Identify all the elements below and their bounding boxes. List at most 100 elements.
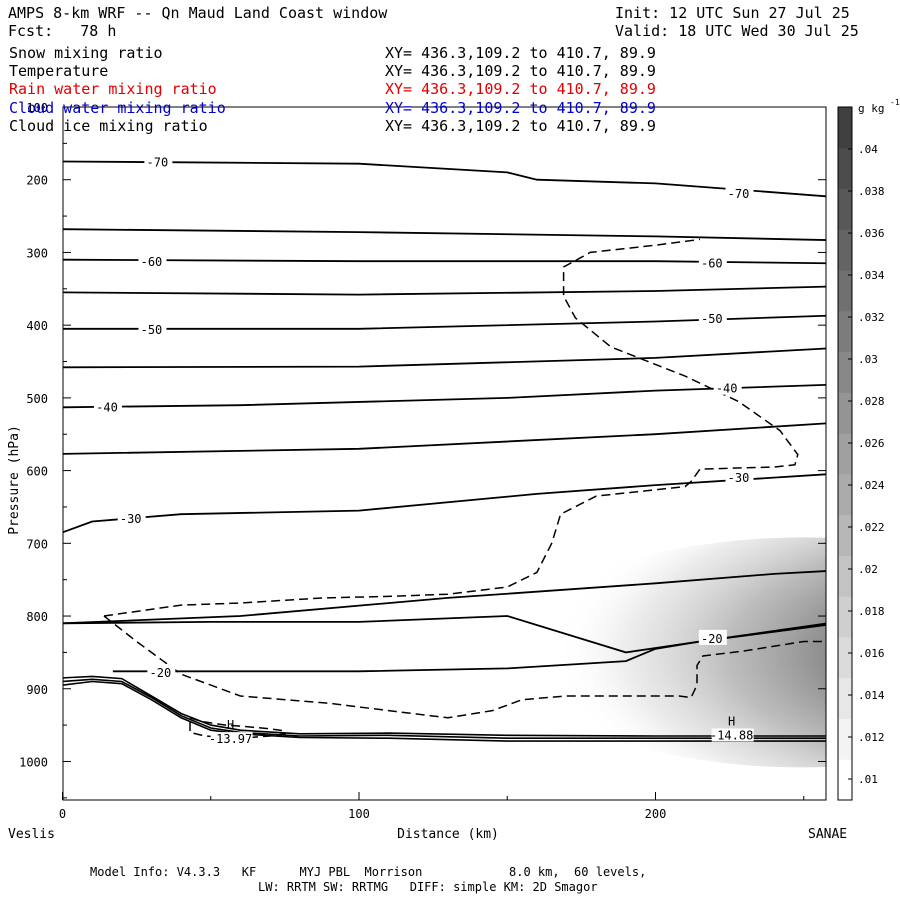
axes: 100 200 300 400 500 600 700 800 900 1000 0 100 200 Di… xyxy=(7,101,847,842)
colorbar-tick-label: .01 xyxy=(858,773,878,786)
isotherm-line xyxy=(63,422,826,455)
legend-entry-xy: XY= 436.3,109.2 to 410.7, 89.9 xyxy=(385,80,656,99)
colorbar-segment xyxy=(838,310,852,353)
isotherm-label-bg xyxy=(144,153,173,169)
colorbar-unit-exponent: -1 xyxy=(890,98,900,107)
colorbar-segment xyxy=(838,636,852,679)
extremum-value-bg xyxy=(210,732,253,746)
isotherm-labels: -70 -70 -60 -60 -50 -50 -40 -40 -30 -30 -20 -20 xyxy=(93,153,754,680)
isotherm-label-bg xyxy=(725,469,754,485)
plot-frame xyxy=(62,106,827,801)
snow-contour-line xyxy=(103,238,799,617)
isotherm-line xyxy=(63,473,826,534)
colorbar-segment xyxy=(838,473,852,516)
colorbar-tick-label: .04 xyxy=(858,143,878,156)
extremum-symbol: H xyxy=(728,714,735,728)
y-axis-label: Pressure (hPa) xyxy=(7,425,22,535)
isotherm-line xyxy=(63,228,826,241)
snow-contours xyxy=(103,238,826,739)
colorbar-tick-label: .028 xyxy=(858,395,885,408)
isotherm-label: -60 xyxy=(141,255,163,269)
y-tick-label: 100 xyxy=(26,101,48,115)
isotherm-line xyxy=(63,570,826,625)
isotherm-label: -20 xyxy=(150,666,172,680)
isotherm-label: -60 xyxy=(701,257,723,271)
extremum-value: -14.88 xyxy=(710,728,753,742)
isotherm-label-bg xyxy=(138,320,167,336)
colorbar: .01 .012 .014 .016 .018 .02 .022 .024 .026 .028 .0… xyxy=(837,98,900,801)
isotherm-label: -30 xyxy=(120,512,142,526)
x-tick-label: 200 xyxy=(645,807,667,821)
colorbar-segment xyxy=(838,107,852,149)
extremum-symbol: H xyxy=(227,718,234,732)
isotherm-label-bg xyxy=(138,253,167,269)
y-tick-label: 500 xyxy=(26,392,48,406)
colorbar-tick-label: .038 xyxy=(858,185,885,198)
colorbar-segment xyxy=(838,270,852,312)
y-tick-label: 300 xyxy=(26,246,48,260)
isotherm-label: -70 xyxy=(728,187,750,201)
isotherm-label-bg xyxy=(698,254,727,270)
x-axis-label: Distance (km) xyxy=(397,827,499,842)
colorbar-unit: g kg xyxy=(858,102,885,115)
isotherm-label-bg xyxy=(147,664,176,680)
y-tick-label: 200 xyxy=(26,174,48,188)
isotherm-line xyxy=(63,160,826,198)
isotherm-label: -20 xyxy=(701,632,723,646)
y-tick-label: 700 xyxy=(26,537,48,551)
legend-entry-name: Rain water mixing ratio xyxy=(9,80,217,99)
y-tick-label: 600 xyxy=(26,465,48,479)
colorbar-segment xyxy=(838,514,852,556)
colorbar-tick-label: .012 xyxy=(858,731,885,744)
terrain-line xyxy=(63,678,826,739)
isotherm-line xyxy=(63,347,826,369)
forecast-hour: Fcst: 78 h xyxy=(8,22,117,40)
colorbar-tick-label: .024 xyxy=(858,479,885,492)
legend-entry-name: Temperature xyxy=(9,62,109,81)
x-end-label-right: SANAE xyxy=(808,827,847,842)
colorbar-segment xyxy=(838,229,852,271)
x-end-label-left: Veslis xyxy=(8,827,55,842)
isotherm-label-bg xyxy=(93,398,122,414)
isotherm-line xyxy=(63,285,826,296)
colorbar-tick-label: .036 xyxy=(858,227,885,240)
colorbar-segment xyxy=(838,188,852,230)
colorbar-segment xyxy=(838,759,852,801)
colorbar-segment xyxy=(838,677,852,719)
model-info-line2: LW: RRTM SW: RRTMG DIFF: simple KM: 2D S… xyxy=(258,880,598,894)
valid-time: Valid: 18 UTC Wed 30 Jul 25 xyxy=(615,22,859,40)
isotherm-label-bg xyxy=(713,379,742,395)
colorbar-frame xyxy=(837,106,853,801)
isotherm-label-bg xyxy=(725,184,754,200)
y-tick-label: 800 xyxy=(26,610,48,624)
colorbar-segment xyxy=(838,596,852,638)
terrain-line xyxy=(63,680,826,742)
legend-entry-xy: XY= 436.3,109.2 to 410.7, 89.9 xyxy=(385,44,656,62)
colorbar-tick-label: .016 xyxy=(858,647,885,660)
snow-shading xyxy=(513,537,826,768)
y-tick-label: 900 xyxy=(26,683,48,697)
legend-entry-name: Snow mixing ratio xyxy=(9,44,163,62)
isotherm-label: -40 xyxy=(716,382,738,396)
snow-shaded-region xyxy=(513,537,826,768)
colorbar-tick-label: .022 xyxy=(858,521,885,534)
isotherm-line xyxy=(63,258,826,265)
x-tick-label: 100 xyxy=(348,807,370,821)
isotherm-line xyxy=(63,314,826,330)
init-time: Init: 12 UTC Sun 27 Jul 25 xyxy=(615,4,850,22)
colorbar-segment xyxy=(838,718,852,760)
colorbar-tick-label: .02 xyxy=(858,563,878,576)
terrain-lines xyxy=(63,675,826,742)
colorbar-segment xyxy=(838,147,852,190)
isotherm-label: -50 xyxy=(141,323,163,337)
colorbar-segment xyxy=(838,433,852,475)
isotherm-label: -30 xyxy=(728,471,750,485)
isotherm-label-bg xyxy=(698,309,727,325)
model-info-line1: Model Info: V4.3.3 KF MYJ PBL Morrison 8… xyxy=(90,865,647,879)
x-tick-label: 0 xyxy=(59,807,66,821)
isotherm-label: -50 xyxy=(701,312,723,326)
colorbar-tick-label: .014 xyxy=(858,689,885,702)
colorbar-segment xyxy=(838,351,852,393)
y-tick-label: 400 xyxy=(26,319,48,333)
colorbar-tick-label: .03 xyxy=(858,353,878,366)
